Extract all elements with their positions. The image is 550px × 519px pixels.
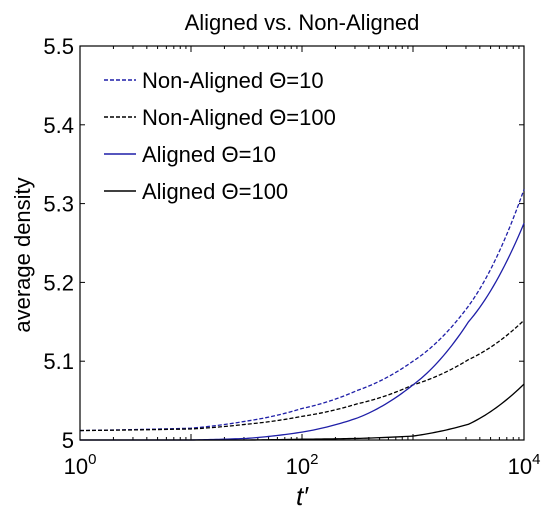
- legend-label: Non-Aligned Θ=100: [142, 105, 336, 130]
- x-axis-label: t′: [296, 481, 309, 511]
- y-tick-label: 5: [62, 428, 74, 453]
- legend-label: Aligned Θ=10: [142, 142, 276, 167]
- series-line: [80, 383, 525, 441]
- legend-label: Aligned Θ=100: [142, 179, 288, 204]
- x-tick-label-exponent: 0: [88, 451, 96, 468]
- series-line: [79, 319, 525, 432]
- x-tick-label: 102: [286, 451, 319, 479]
- x-tick-label-base: 10: [64, 454, 88, 479]
- y-axis-label: average density: [10, 177, 35, 332]
- y-tick-label: 5.3: [43, 192, 74, 217]
- series-line: [80, 223, 525, 441]
- y-tick-label: 5.5: [43, 34, 74, 59]
- y-tick-label: 5.1: [43, 349, 74, 374]
- x-tick-label-base: 10: [508, 454, 532, 479]
- x-tick-label: 104: [508, 451, 541, 479]
- chart-title: Aligned vs. Non-Aligned: [185, 10, 420, 35]
- legend-label: Non-Aligned Θ=10: [142, 68, 324, 93]
- x-tick-label-base: 10: [286, 454, 310, 479]
- series-line: [79, 189, 525, 432]
- x-tick-label: 100: [64, 451, 97, 479]
- y-tick-label: 5.2: [43, 270, 74, 295]
- y-tick-label: 5.4: [43, 113, 74, 138]
- x-tick-label-exponent: 2: [310, 451, 318, 468]
- x-tick-label-exponent: 4: [532, 451, 540, 468]
